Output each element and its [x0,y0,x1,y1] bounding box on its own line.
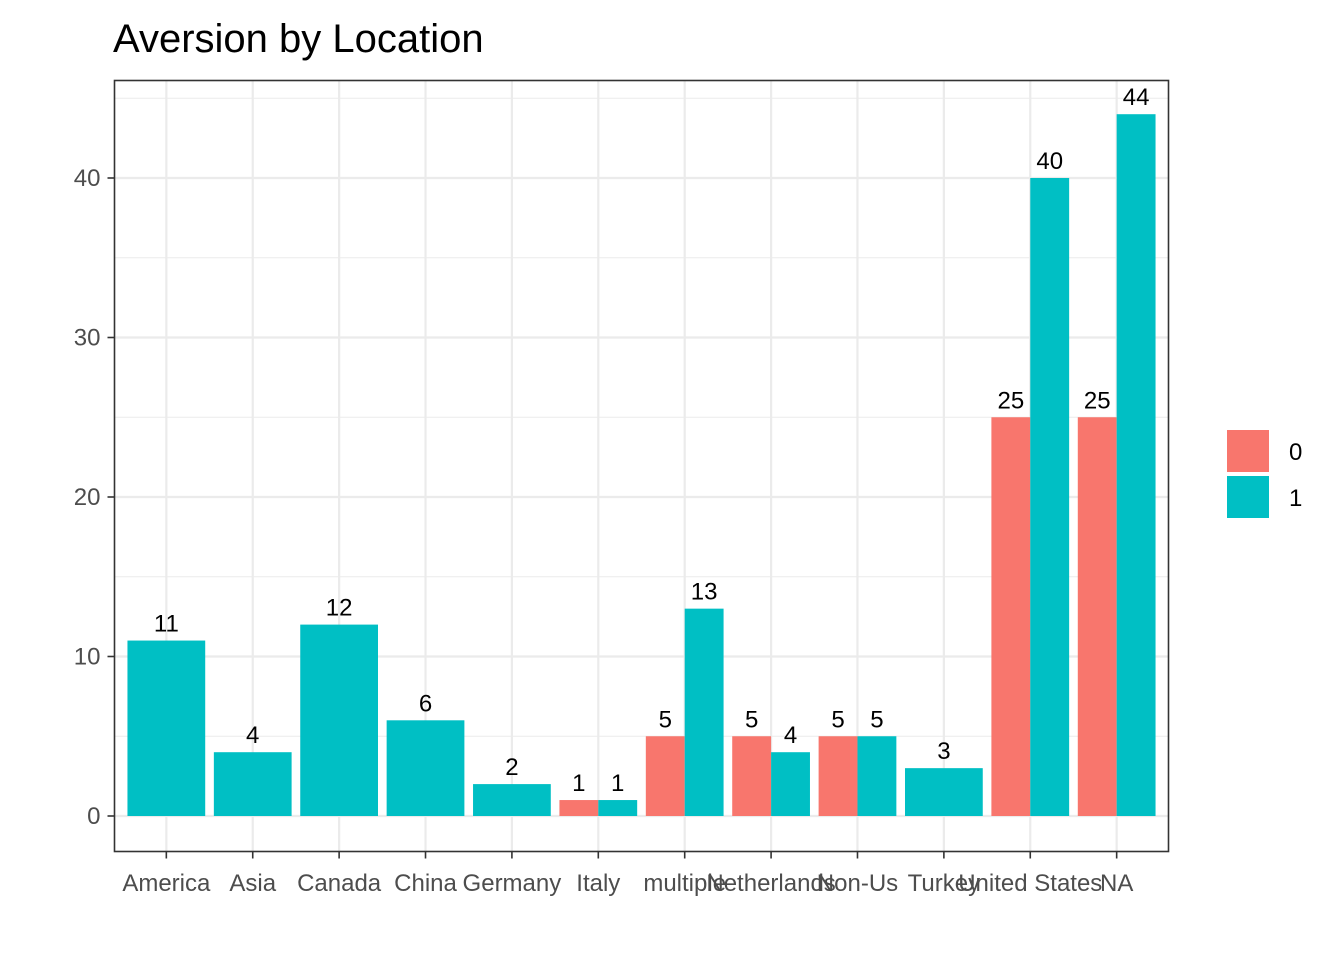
legend-label: 0 [1289,439,1302,466]
bar-netherlands-series-0 [732,736,772,816]
plot-border [113,79,1170,853]
data-label: 3 [937,738,950,765]
data-label: 4 [246,722,259,749]
x-tick-label: Turkey [908,870,980,897]
data-label: 13 [691,579,718,606]
data-label: 25 [997,387,1024,414]
data-label: 1 [611,770,624,797]
bar-multiple-series-1 [684,608,724,816]
bar-china-series-1 [386,720,465,816]
bar-italy-series-1 [598,800,638,816]
bar-germany-series-1 [473,784,551,816]
x-tick-label: Netherlands [706,870,835,897]
data-label: 12 [326,595,353,622]
data-label: 1 [572,770,585,797]
x-tick-label: Canada [297,870,382,897]
bar-netherlands-series-1 [771,752,810,816]
legend-key [1227,430,1269,472]
data-label: 2 [505,754,518,781]
bar-italy-series-0 [559,800,599,816]
bar-turkey-series-1 [905,768,983,816]
legend-key [1227,476,1269,518]
x-tick-label: NA [1100,870,1133,897]
x-tick-label: Germany [463,870,562,897]
data-label: 5 [870,706,883,733]
x-tick-label: Non-Us [817,870,898,897]
y-tick-label: 30 [74,325,101,352]
data-label: 40 [1036,148,1063,175]
data-label: 6 [419,690,432,717]
bar-canada-series-1 [300,624,378,816]
bars [127,114,1156,816]
data-label: 25 [1084,387,1111,414]
data-label: 4 [784,722,797,749]
y-tick-label: 20 [74,484,101,511]
legend: 01 [1227,430,1302,518]
data-label: 44 [1123,84,1150,111]
x-axis: America Asia Canada China Germany Italy multip… [122,851,1133,897]
bar-america-series-1 [127,640,206,816]
x-tick-label: America [122,870,211,897]
data-label: 5 [659,706,672,733]
bar-na-series-0 [1077,417,1117,816]
bar-na-series-1 [1116,114,1156,816]
data-label: 5 [831,706,844,733]
bar-non-us-series-0 [818,736,858,816]
x-tick-label: China [394,870,457,897]
x-tick-label: United States [958,870,1102,897]
bar-multiple-series-0 [645,736,685,816]
y-tick-label: 10 [74,644,101,671]
bar-united-states-series-0 [991,417,1031,816]
y-axis: 0 10 20 30 40 [74,165,115,830]
x-tick-label: Asia [229,870,276,897]
legend-label: 1 [1289,485,1302,512]
data-label: 11 [154,611,179,638]
y-tick-label: 0 [87,803,100,830]
bar-non-us-series-1 [857,736,897,816]
data-label: 5 [745,706,758,733]
x-tick-label: multiple [643,870,726,897]
x-tick-label: Italy [576,870,620,897]
y-tick-label: 40 [74,165,101,192]
chart-title: Aversion by Location [113,17,484,61]
bar-asia-series-1 [213,752,292,816]
bar-united-states-series-1 [1030,178,1070,816]
